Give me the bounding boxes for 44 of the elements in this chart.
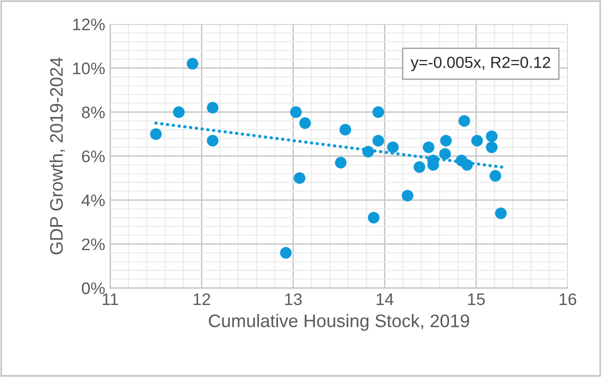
point	[458, 115, 470, 127]
point	[299, 117, 311, 129]
point	[372, 134, 384, 146]
point	[340, 124, 352, 136]
point	[440, 134, 452, 146]
point	[206, 102, 218, 114]
point	[290, 106, 302, 118]
y-tick-label: 2%	[82, 238, 105, 250]
point	[294, 172, 306, 184]
point	[486, 141, 498, 154]
point	[186, 58, 198, 70]
point	[372, 106, 384, 118]
point	[387, 141, 399, 154]
point	[422, 141, 434, 154]
point	[206, 134, 218, 146]
point	[486, 130, 498, 142]
point	[402, 190, 414, 202]
x-tick-label: 15	[468, 294, 485, 306]
x-tick-label: 13	[285, 293, 302, 306]
point	[439, 148, 451, 160]
point	[495, 207, 507, 220]
y-tick-label: 4%	[82, 194, 105, 206]
point	[150, 128, 162, 140]
point	[414, 161, 426, 173]
point	[471, 134, 483, 146]
point	[362, 146, 374, 158]
point	[280, 247, 292, 259]
y-tick-label: 0%	[82, 282, 105, 294]
x-axis-title: Cumulative Housing Stock, 2019	[208, 314, 470, 331]
point	[461, 159, 473, 171]
y-tick-label: 12%	[73, 18, 105, 30]
y-axis-title: GDP Growth, 2019-2024	[50, 57, 65, 254]
point	[172, 106, 185, 118]
point	[368, 212, 380, 224]
x-tick-label: 16	[560, 293, 576, 306]
x-tick-label: 14	[376, 294, 394, 305]
x-tick-label: 11	[102, 294, 118, 305]
y-tick-label: 10%	[73, 62, 105, 74]
y-tick-label: 8%	[82, 106, 105, 118]
y-tick-label: 6%	[82, 150, 105, 162]
point	[490, 170, 502, 182]
annotation: y=-0.005x, R2=0.12	[410, 56, 550, 72]
point	[334, 156, 347, 168]
x-tick-label: 12	[194, 293, 210, 305]
